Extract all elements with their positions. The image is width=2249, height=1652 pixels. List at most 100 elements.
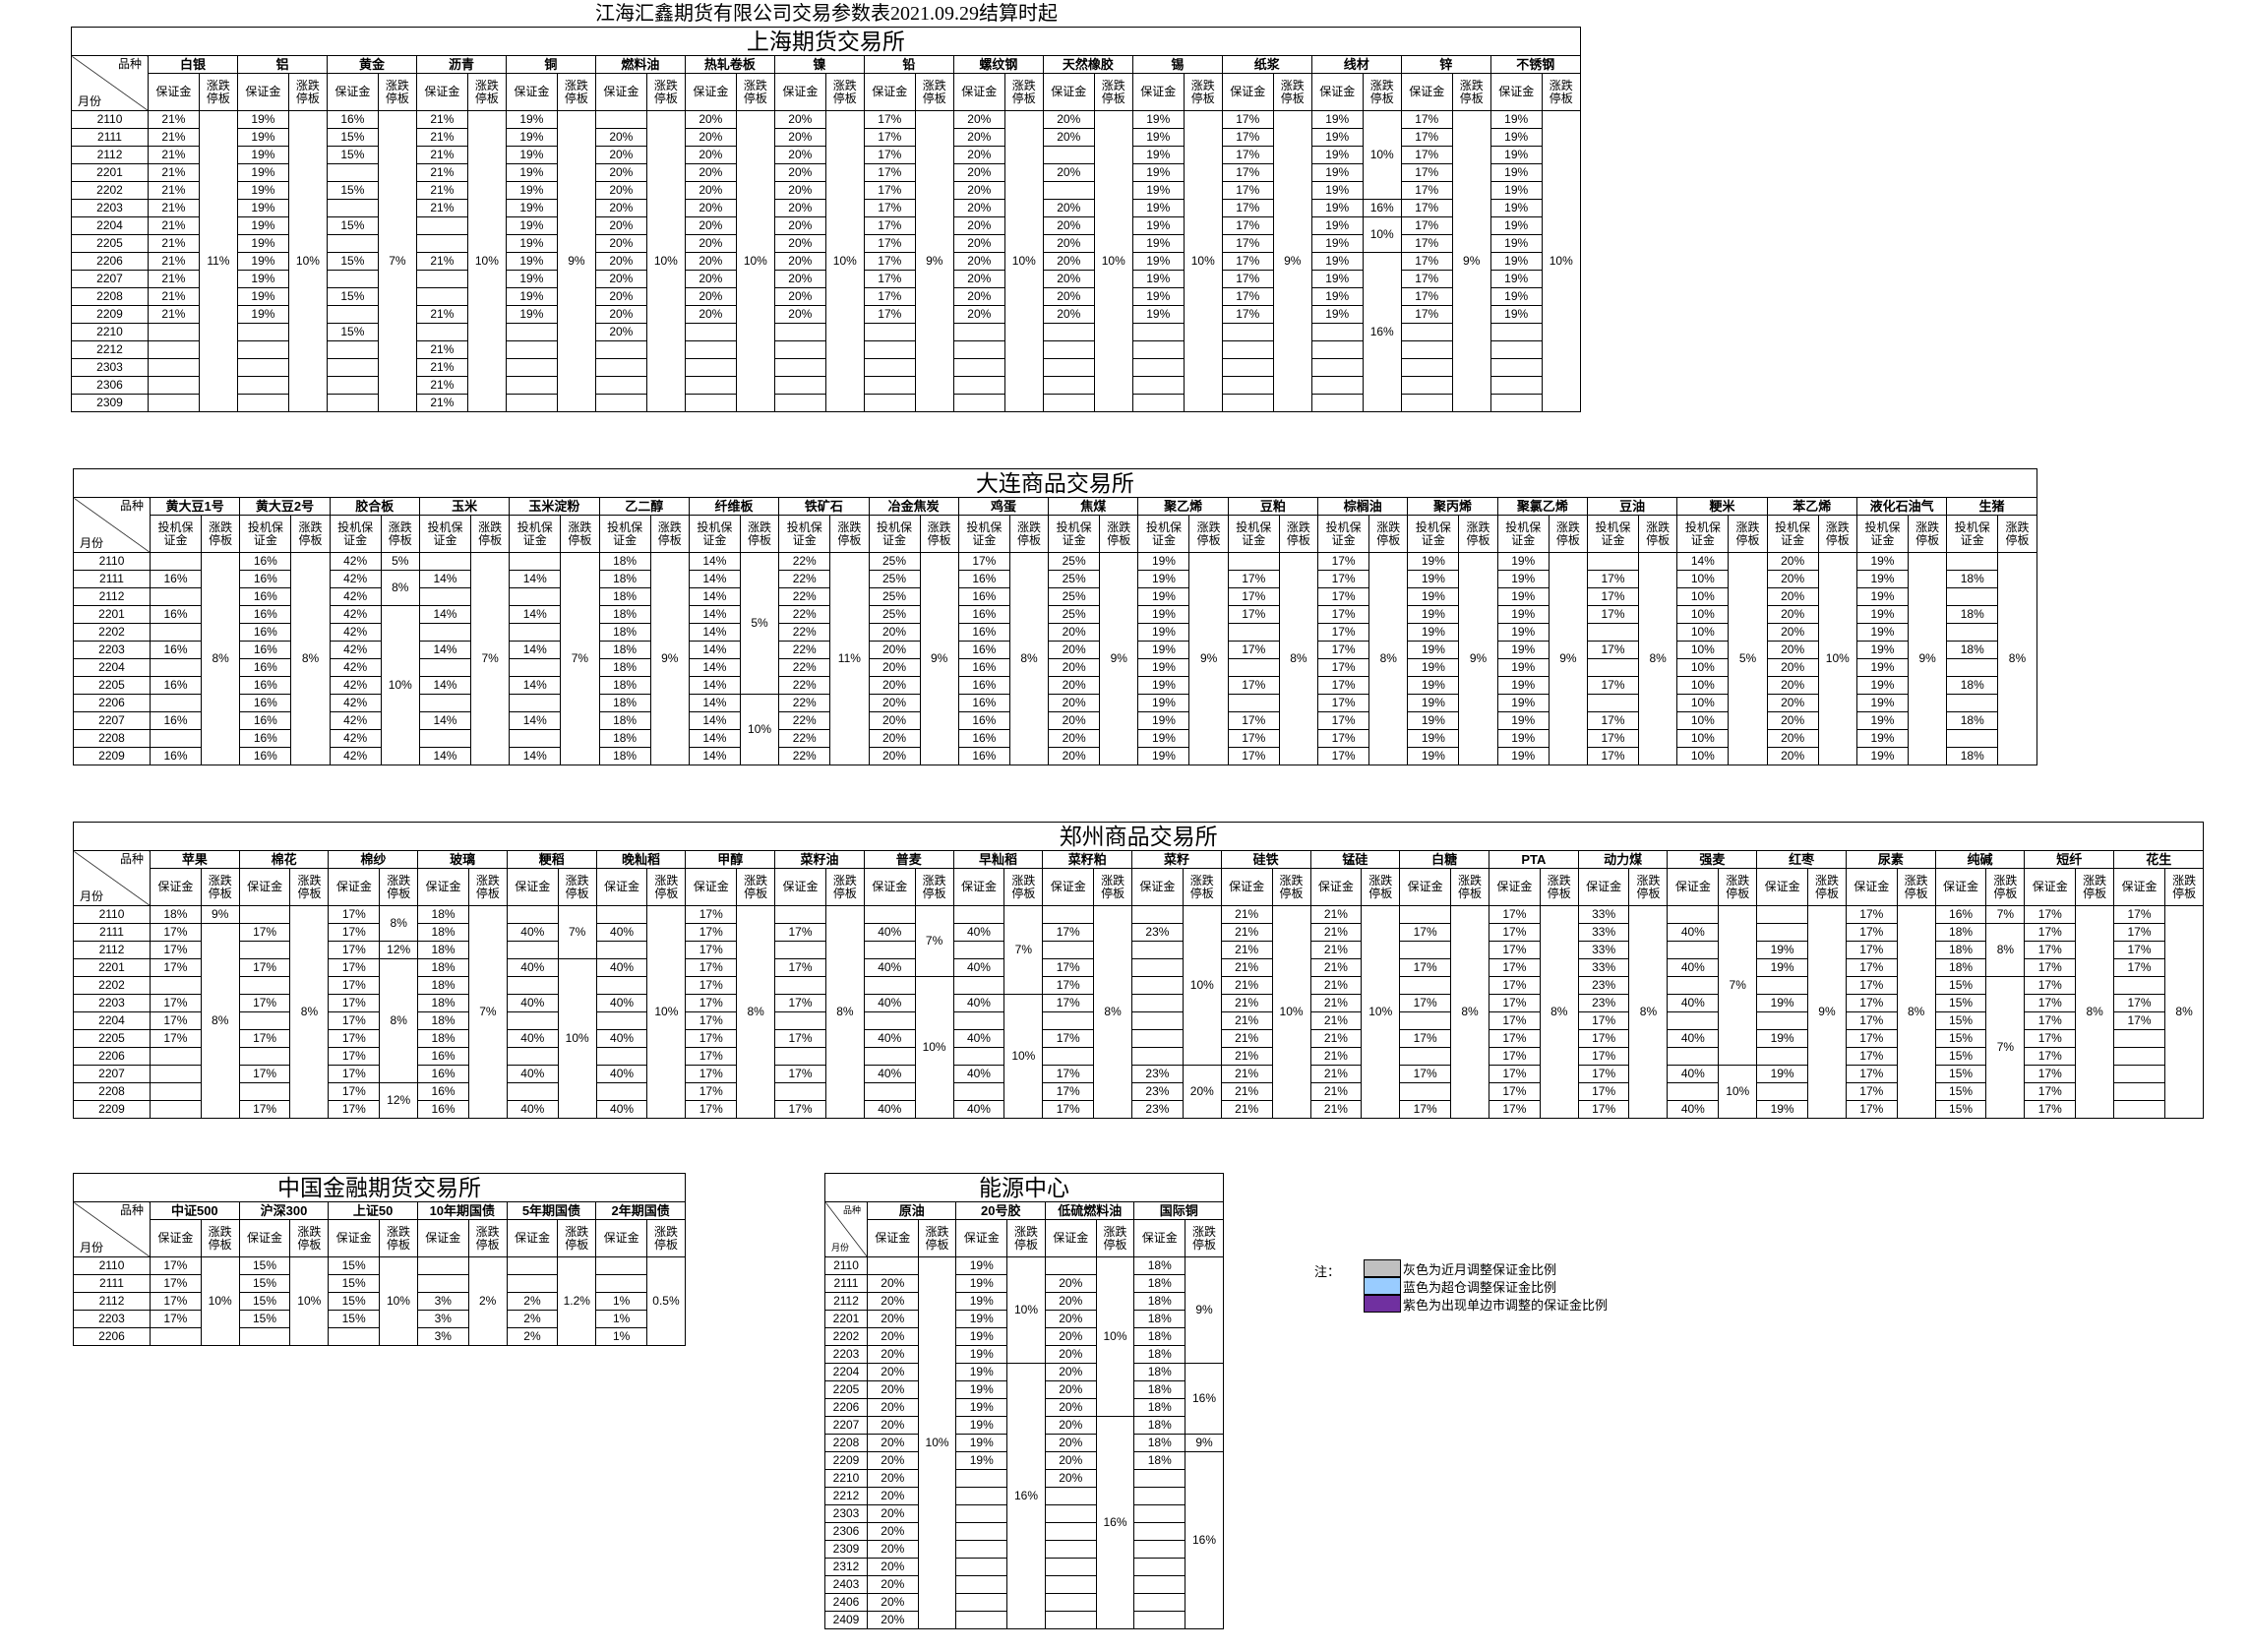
margin-cell: 14% (688, 694, 741, 712)
table-row: 2309 21% (71, 394, 1581, 412)
limit-cell: 8% (379, 958, 419, 1083)
margin-column-header: 投机保证金 (149, 515, 203, 553)
limit-column-header: 涨跌停板 (557, 1219, 597, 1257)
margin-cell: 20% (1042, 287, 1095, 306)
margin-cell: 19% (955, 1363, 1008, 1381)
limit-cell: 12% (379, 1082, 419, 1119)
margin-cell: 20% (868, 711, 921, 730)
margin-cell: 18% (1133, 1256, 1186, 1275)
margin-cell: 15% (238, 1310, 291, 1328)
margin-cell: 20% (1766, 747, 1819, 765)
margin-cell: 19% (505, 287, 558, 306)
margin-cell (150, 1047, 202, 1066)
margin-cell: 18% (598, 587, 651, 606)
margin-cell: 19% (1496, 729, 1550, 748)
margin-cell: 17% (1399, 1029, 1451, 1048)
margin-cell: 18% (1934, 923, 1987, 942)
margin-cell: 17% (1845, 923, 1898, 942)
margin-cell (1131, 958, 1184, 977)
margin-cell: 19% (1489, 305, 1543, 324)
corner-variety-label: 品种 (119, 1203, 144, 1217)
limit-column-header: 涨跌停板 (1095, 1219, 1135, 1257)
margin-column-header: 保证金 (506, 1219, 559, 1257)
margin-cell: 17% (150, 1029, 202, 1048)
margin-cell: 42% (329, 570, 382, 588)
margin-cell (415, 270, 468, 288)
margin-cell: 22% (778, 747, 831, 765)
margin-cell: 21% (148, 181, 200, 200)
variety-header: 聚丙烯 (1407, 497, 1498, 516)
margin-cell: 17% (774, 923, 826, 942)
margin-cell (1756, 905, 1808, 924)
margin-cell (1586, 658, 1640, 677)
limit-cell: 8% (289, 905, 330, 1119)
margin-cell (1131, 1047, 1184, 1066)
margin-cell: 15% (328, 1274, 380, 1293)
margin-cell: 16% (957, 570, 1010, 588)
margin-cell: 40% (863, 1065, 916, 1083)
margin-cell: 20% (1766, 570, 1819, 588)
variety-header: 10年期国债 (416, 1201, 508, 1220)
variety-header: 尿素 (1845, 850, 1936, 869)
margin-cell (1310, 376, 1364, 395)
margin-cell: 17% (150, 923, 202, 942)
limit-column-header: 涨跌停板 (556, 73, 596, 111)
corner-header: 品种 月份 (824, 1201, 868, 1257)
margin-cell: 17% (150, 1256, 202, 1275)
table-row: 2212 20% (824, 1487, 1224, 1505)
margin-cell: 17% (1042, 1100, 1095, 1119)
margin-cell: 17% (1227, 676, 1280, 695)
margin-cell (326, 199, 379, 217)
margin-cell (952, 340, 1005, 359)
limit-cell: 9% (1451, 110, 1491, 412)
month-cell: 2210 (71, 323, 149, 341)
margin-column-header: 投机保证金 (1227, 515, 1280, 553)
margin-cell: 20% (952, 252, 1005, 271)
margin-cell: 21% (148, 110, 200, 129)
margin-cell (148, 358, 200, 377)
margin-cell: 22% (778, 552, 831, 571)
margin-column-header: 保证金 (2113, 868, 2165, 906)
margin-cell: 18% (1934, 941, 1987, 959)
margin-cell (952, 905, 1005, 924)
limit-column-header: 涨跌停板 (200, 868, 240, 906)
margin-cell: 21% (148, 163, 200, 182)
margin-cell: 20% (684, 146, 737, 164)
margin-cell (1946, 623, 1999, 642)
margin-cell: 20% (1042, 128, 1095, 147)
margin-cell: 14% (418, 676, 471, 695)
margin-cell: 15% (326, 323, 379, 341)
margin-cell: 17% (1317, 676, 1370, 695)
margin-cell: 21% (1220, 1011, 1273, 1030)
margin-cell (952, 358, 1005, 377)
margin-cell: 20% (1042, 163, 1095, 182)
margin-cell: 2% (506, 1327, 559, 1346)
margin-cell (1946, 587, 1999, 606)
variety-header: 纸浆 (1221, 55, 1312, 74)
margin-cell: 20% (594, 128, 647, 147)
limit-cell: 8% (736, 905, 776, 1119)
margin-cell: 16% (957, 658, 1010, 677)
margin-cell: 17% (2024, 1047, 2077, 1066)
margin-cell (1400, 340, 1453, 359)
margin-cell: 17% (1586, 641, 1640, 659)
legend-item-purple: 紫色为出现单边市调整的保证金比例 (1364, 1295, 1608, 1313)
limit-column-header: 涨跌停板 (917, 1219, 957, 1257)
corner-header: 品种 月份 (71, 55, 149, 111)
margin-column-header: 投机保证金 (1946, 515, 1999, 553)
limit-cell: 9% (649, 552, 690, 765)
margin-cell (326, 358, 379, 377)
margin-cell (1133, 1540, 1186, 1559)
margin-cell: 21% (1309, 1029, 1363, 1048)
margin-cell: 19% (1310, 234, 1364, 253)
margin-cell (1489, 394, 1543, 412)
limit-cell: 10% (1361, 905, 1401, 1119)
margin-cell: 16% (239, 641, 292, 659)
margin-cell: 20% (1048, 729, 1101, 748)
table-row: 2207 20% 19% 20% 16% 18% (824, 1416, 1224, 1629)
margin-cell: 17% (685, 1082, 738, 1101)
margin-cell: 20% (867, 1575, 919, 1594)
limit-column-header: 涨跌停板 (1006, 1219, 1046, 1257)
margin-cell: 17% (1845, 976, 1898, 995)
margin-cell (1044, 1611, 1097, 1629)
